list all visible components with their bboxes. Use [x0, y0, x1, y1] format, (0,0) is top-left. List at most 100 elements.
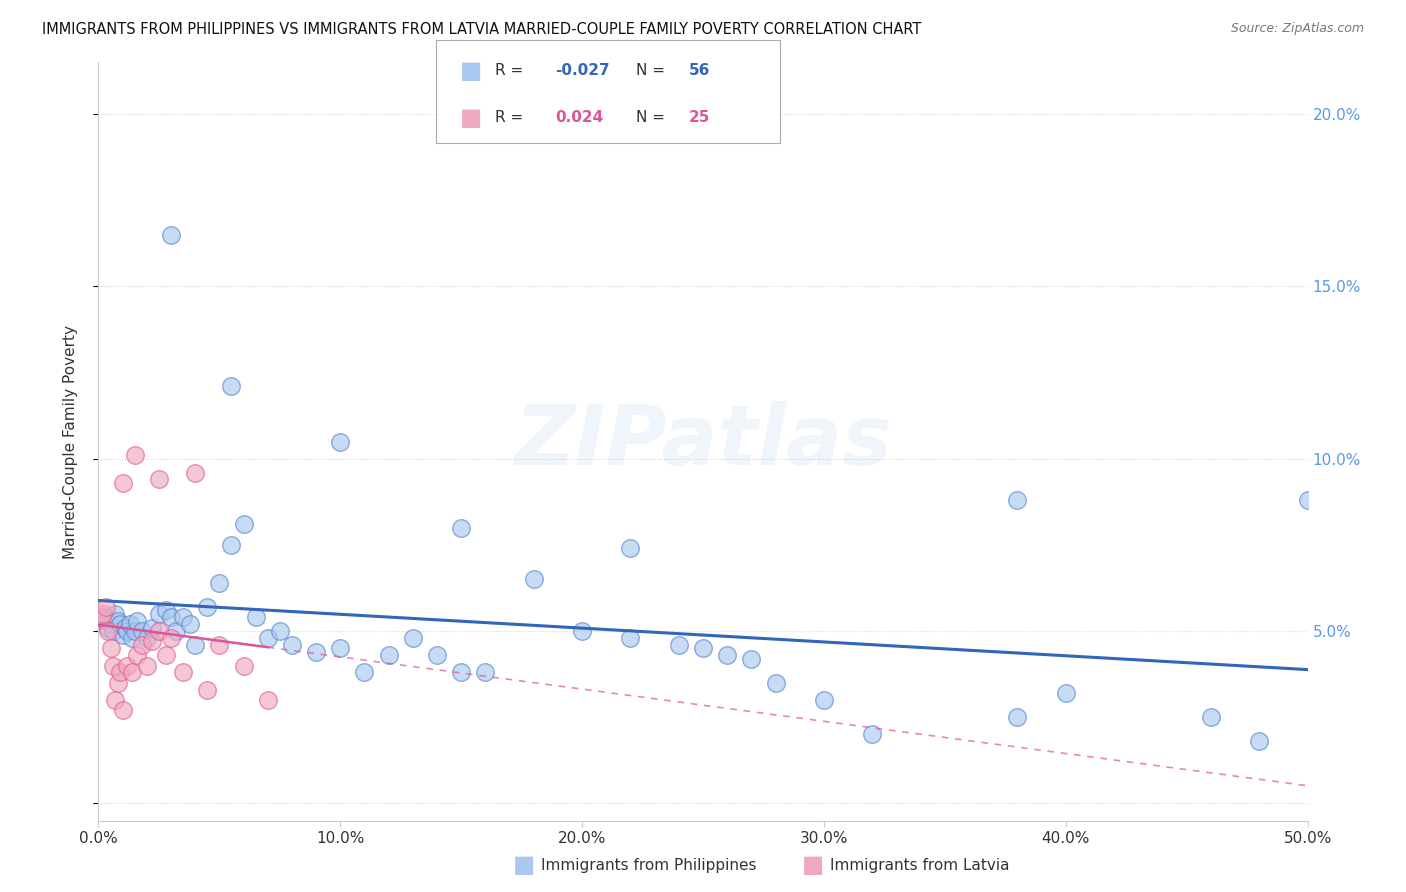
Point [108, 665, 131, 680]
Point [117, 658, 139, 673]
Point [117, 624, 139, 639]
Point [91, 607, 114, 621]
Point [124, 624, 146, 639]
Text: 56: 56 [689, 63, 710, 78]
Point [172, 665, 194, 680]
Point [104, 607, 127, 621]
Point [245, 610, 267, 624]
Point [179, 617, 201, 632]
Point [97, 624, 120, 639]
Point [160, 631, 183, 645]
Point [135, 658, 157, 673]
Text: Source: ZipAtlas.com: Source: ZipAtlas.com [1230, 22, 1364, 36]
Text: ■: ■ [801, 854, 824, 877]
Point [195, 599, 218, 614]
Point [232, 517, 254, 532]
Text: N =: N = [636, 63, 669, 78]
Point [155, 603, 177, 617]
Point [269, 624, 291, 639]
Point [740, 651, 762, 665]
Point [148, 473, 170, 487]
Point [1007, 710, 1029, 724]
Point [148, 624, 170, 639]
Text: ZIPatlas: ZIPatlas [515, 401, 891, 482]
Point [1054, 686, 1077, 700]
Point [619, 541, 641, 556]
Point [148, 607, 170, 621]
Point [135, 631, 157, 645]
Point [127, 648, 149, 663]
Point [124, 448, 146, 462]
Point [377, 648, 399, 663]
Point [716, 648, 738, 663]
Point [127, 614, 149, 628]
Point [94, 614, 117, 628]
Point [111, 627, 134, 641]
Text: Immigrants from Latvia: Immigrants from Latvia [830, 858, 1010, 872]
Text: R =: R = [495, 63, 529, 78]
Point [208, 575, 231, 590]
Point [107, 614, 129, 628]
Point [765, 675, 787, 690]
Point [329, 641, 352, 656]
Point [131, 624, 153, 639]
Point [121, 631, 143, 645]
Point [221, 538, 243, 552]
Point [160, 227, 183, 242]
Point [1199, 710, 1222, 724]
Text: 0.024: 0.024 [555, 110, 603, 125]
Text: Immigrants from Philippines: Immigrants from Philippines [541, 858, 756, 872]
Point [813, 693, 835, 707]
Point [353, 665, 375, 680]
Point [141, 621, 163, 635]
Point [101, 624, 124, 639]
Point [232, 658, 254, 673]
Point [184, 638, 207, 652]
Point [111, 703, 134, 717]
Text: -0.027: -0.027 [555, 63, 610, 78]
Point [111, 475, 134, 490]
Point [97, 621, 120, 635]
Point [131, 638, 153, 652]
Point [619, 631, 641, 645]
Point [692, 641, 714, 656]
Point [1249, 734, 1271, 748]
Point [121, 665, 143, 680]
Point [523, 573, 546, 587]
Point [100, 641, 122, 656]
Point [256, 631, 278, 645]
Point [1296, 493, 1319, 508]
Point [860, 727, 883, 741]
Point [104, 693, 127, 707]
Y-axis label: Married-Couple Family Poverty: Married-Couple Family Poverty [63, 325, 77, 558]
Point [474, 665, 496, 680]
Point [90, 610, 112, 624]
Point [450, 521, 472, 535]
Point [172, 610, 194, 624]
Point [94, 599, 117, 614]
Text: N =: N = [636, 110, 669, 125]
Point [101, 658, 124, 673]
Point [668, 638, 690, 652]
Point [426, 648, 449, 663]
Text: 25: 25 [689, 110, 710, 125]
Text: ■: ■ [460, 59, 482, 83]
Point [195, 682, 218, 697]
Text: IMMIGRANTS FROM PHILIPPINES VS IMMIGRANTS FROM LATVIA MARRIED-COUPLE FAMILY POVE: IMMIGRANTS FROM PHILIPPINES VS IMMIGRANT… [42, 22, 921, 37]
Point [114, 621, 136, 635]
Text: ■: ■ [460, 105, 482, 129]
Point [118, 617, 141, 632]
Point [160, 610, 183, 624]
Point [256, 693, 278, 707]
Point [221, 379, 243, 393]
Point [108, 617, 131, 632]
Point [155, 648, 177, 663]
Point [305, 645, 328, 659]
Point [208, 638, 231, 652]
Point [100, 617, 122, 632]
Text: R =: R = [495, 110, 529, 125]
Point [1007, 493, 1029, 508]
Point [165, 624, 187, 639]
Point [450, 665, 472, 680]
Point [571, 624, 593, 639]
